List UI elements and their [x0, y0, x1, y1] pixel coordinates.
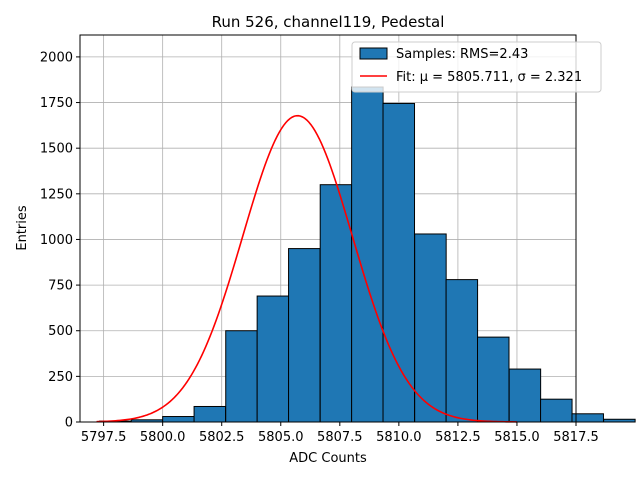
histogram-bar	[225, 330, 258, 423]
histogram-bar	[508, 368, 542, 423]
histogram-bars	[99, 86, 636, 423]
histogram-bar	[193, 405, 227, 423]
chart-title: Run 526, channel119, Pedestal	[212, 13, 445, 31]
y-tick-label: 250	[48, 370, 73, 385]
y-axis-ticks: 0 250 500 750 1000 1250 1500 1750 2000	[40, 50, 80, 431]
x-tick-label: 5802.5	[199, 430, 245, 445]
histogram-bar	[571, 413, 604, 423]
y-axis-label: Entries	[15, 205, 30, 251]
y-tick-label: 1750	[40, 96, 73, 111]
y-tick-label: 750	[48, 279, 73, 294]
y-tick-label: 0	[65, 416, 73, 431]
x-tick-label: 5812.5	[435, 430, 481, 445]
legend-box	[351, 41, 602, 93]
x-tick-label: 5800.0	[140, 430, 186, 445]
x-tick-label: 5797.5	[81, 430, 127, 445]
histogram-bar	[256, 295, 290, 423]
x-axis-ticks: 5797.5 5800.0 5802.5 5805.0 5807.5 5810.0 5812…	[81, 422, 599, 445]
y-tick-label: 1000	[40, 233, 73, 248]
legend-label-fit: Fit: μ = 5805.711, σ = 2.321	[396, 70, 582, 85]
histogram-bar	[162, 416, 195, 423]
y-tick-label: 1500	[40, 142, 73, 157]
x-tick-label: 5805.0	[258, 430, 304, 445]
histogram-bar	[414, 233, 447, 423]
legend: Samples: RMS=2.43 Fit: μ = 5805.711, σ =…	[351, 41, 602, 93]
x-tick-label: 5815.0	[494, 430, 540, 445]
histogram-bar	[603, 418, 636, 423]
histogram-bar	[540, 398, 573, 423]
legend-swatch-histogram	[359, 47, 388, 60]
x-tick-label: 5810.0	[376, 430, 422, 445]
x-tick-label: 5807.5	[317, 430, 363, 445]
histogram-bar	[382, 102, 416, 423]
histogram-bar	[477, 336, 510, 423]
histogram-bar	[288, 248, 321, 423]
y-tick-label: 1250	[40, 187, 73, 202]
fit-curve-layer	[96, 114, 517, 423]
legend-label-samples: Samples: RMS=2.43	[396, 47, 528, 62]
y-tick-label: 500	[48, 324, 73, 339]
y-tick-label: 2000	[40, 50, 73, 65]
x-tick-label: 5817.5	[553, 430, 599, 445]
histogram-bar	[445, 279, 479, 423]
x-axis-label: ADC Counts	[289, 451, 367, 466]
histogram-bar	[351, 86, 384, 423]
fit-curve	[96, 114, 517, 423]
plot-area-frame	[79, 34, 577, 423]
